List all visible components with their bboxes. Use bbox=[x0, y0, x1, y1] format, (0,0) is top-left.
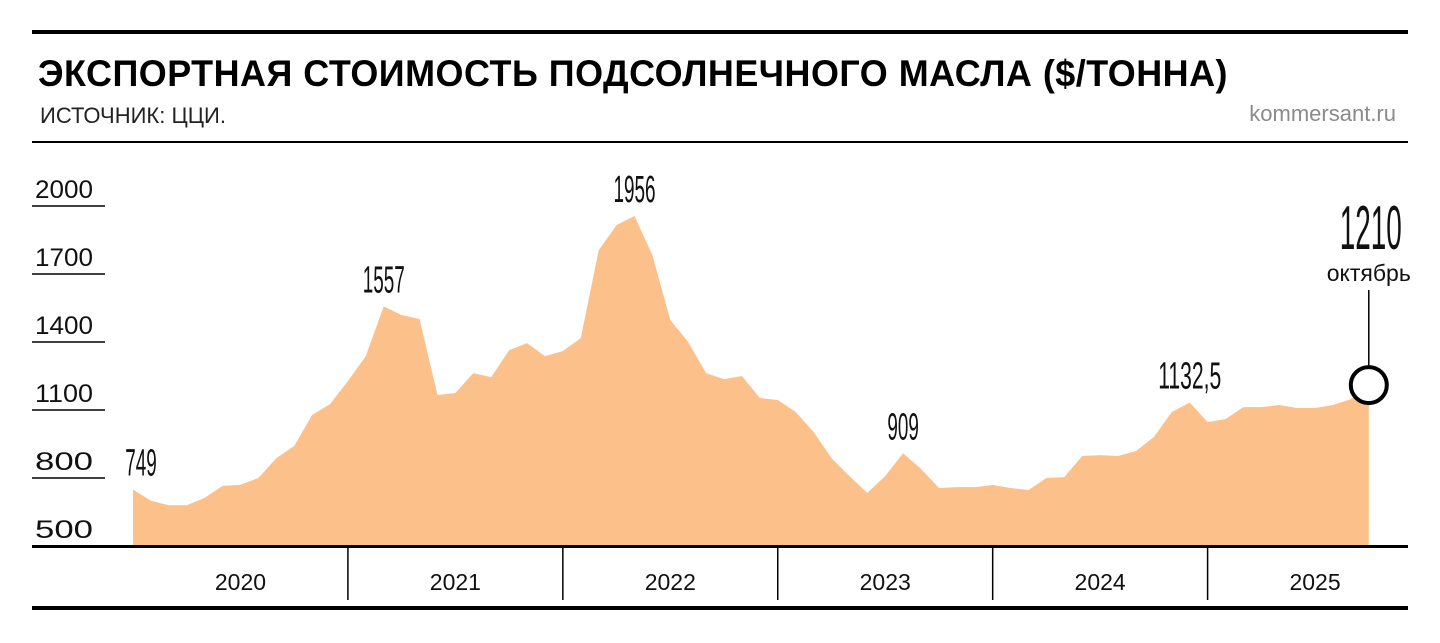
year-label: 2021 bbox=[430, 569, 481, 595]
year-label: 2023 bbox=[860, 569, 911, 595]
data-label: 1557 bbox=[363, 259, 405, 301]
chart-title: ЭКСПОРТНАЯ СТОИМОСТЬ ПОДСОЛНЕЧНОГО МАСЛА… bbox=[38, 53, 1228, 94]
baseline bbox=[32, 545, 1408, 548]
y-tick-label: 1700 bbox=[35, 244, 93, 272]
data-label: 909 bbox=[887, 406, 919, 448]
year-label: 2020 bbox=[215, 569, 266, 595]
x-axis: 2020 2021 2022 2023 2024 2025 bbox=[215, 546, 1341, 600]
header-rule bbox=[32, 141, 1408, 143]
last-value-month: октябрь bbox=[1327, 260, 1411, 286]
data-label: 1132,5 bbox=[1158, 356, 1221, 398]
y-tick-label: 2000 bbox=[35, 176, 93, 204]
y-tick-label: 500 bbox=[35, 516, 93, 544]
top-rule bbox=[32, 30, 1408, 34]
last-value-label: 1210 bbox=[1340, 194, 1402, 263]
y-axis: 2000 1700 1400 1100 800 500 bbox=[32, 176, 105, 547]
data-label: 1956 bbox=[613, 169, 655, 211]
bottom-rule bbox=[32, 606, 1408, 610]
price-area bbox=[133, 216, 1369, 546]
y-tick-label: 1400 bbox=[35, 312, 93, 340]
year-label: 2022 bbox=[645, 569, 696, 595]
last-value-marker bbox=[1348, 365, 1389, 406]
y-tick-label: 800 bbox=[35, 448, 93, 476]
source-note: ИСТОЧНИК: ЦЦИ. bbox=[40, 103, 226, 128]
year-label: 2024 bbox=[1075, 569, 1126, 595]
credit: kommersant.ru bbox=[1249, 101, 1396, 126]
y-tick-label: 1100 bbox=[35, 380, 93, 408]
data-label: 749 bbox=[125, 443, 157, 485]
year-label: 2025 bbox=[1289, 569, 1340, 595]
